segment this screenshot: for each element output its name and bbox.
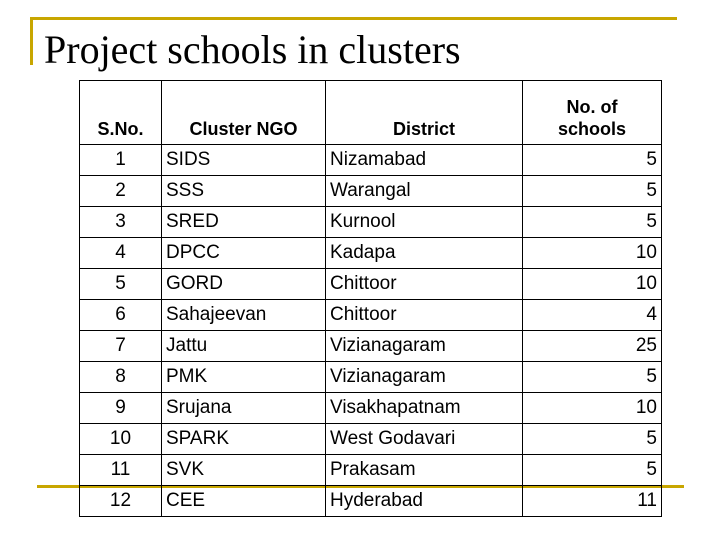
cell-district: Vizianagaram [325,361,523,393]
cell-ngo: SVK [161,454,326,486]
cell-schools: 5 [522,144,662,176]
table-header-row: S.No. Cluster NGO District No. of schools [79,80,662,145]
cell-schools: 5 [522,454,662,486]
cell-ngo: Srujana [161,392,326,424]
cell-district: Chittoor [325,299,523,331]
cell-sno: 11 [79,454,162,486]
cell-schools: 5 [522,206,662,238]
table-row: 12 CEE Hyderabad 11 [79,485,662,517]
cell-schools: 10 [522,237,662,269]
table-row: 2 SSS Warangal 5 [79,175,662,207]
cell-district: Prakasam [325,454,523,486]
cell-schools: 4 [522,299,662,331]
cell-ngo: SIDS [161,144,326,176]
header-cluster-ngo: Cluster NGO [161,80,326,145]
cell-ngo: CEE [161,485,326,517]
table-row: 4 DPCC Kadapa 10 [79,237,662,269]
cell-schools: 5 [522,175,662,207]
cell-ngo: SRED [161,206,326,238]
cell-sno: 3 [79,206,162,238]
frame-top-line [30,17,677,20]
cell-ngo: Sahajeevan [161,299,326,331]
cell-ngo: Jattu [161,330,326,362]
cell-ngo: GORD [161,268,326,300]
cell-sno: 12 [79,485,162,517]
cell-schools: 5 [522,361,662,393]
cell-ngo: PMK [161,361,326,393]
cell-sno: 2 [79,175,162,207]
cell-sno: 5 [79,268,162,300]
cell-sno: 4 [79,237,162,269]
header-no-of-schools: No. of schools [522,80,662,145]
cell-schools: 11 [522,485,662,517]
table-row: 1 SIDS Nizamabad 5 [79,144,662,176]
cell-district: Warangal [325,175,523,207]
cell-schools: 25 [522,330,662,362]
cell-sno: 9 [79,392,162,424]
cell-ngo: SPARK [161,423,326,455]
cell-district: Vizianagaram [325,330,523,362]
cell-district: Hyderabad [325,485,523,517]
frame-left-line [30,17,33,65]
cell-district: Kadapa [325,237,523,269]
cell-district: Kurnool [325,206,523,238]
cell-ngo: DPCC [161,237,326,269]
table-row: 9 Srujana Visakhapatnam 10 [79,392,662,424]
cell-sno: 6 [79,299,162,331]
cell-district: West Godavari [325,423,523,455]
cell-sno: 10 [79,423,162,455]
cell-sno: 8 [79,361,162,393]
table-row: 6 Sahajeevan Chittoor 4 [79,299,662,331]
cell-district: Visakhapatnam [325,392,523,424]
slide-title: Project schools in clusters [44,27,461,72]
header-no-of-schools-line1: No. of [566,97,618,117]
project-schools-table: S.No. Cluster NGO District No. of schools… [79,80,662,517]
cell-district: Nizamabad [325,144,523,176]
table-row: 8 PMK Vizianagaram 5 [79,361,662,393]
header-no-of-schools-line2: schools [557,119,627,139]
table-row: 5 GORD Chittoor 10 [79,268,662,300]
header-sno: S.No. [79,80,162,145]
cell-schools: 5 [522,423,662,455]
cell-sno: 7 [79,330,162,362]
table-row: 7 Jattu Vizianagaram 25 [79,330,662,362]
cell-schools: 10 [522,268,662,300]
cell-district: Chittoor [325,268,523,300]
table-row: 3 SRED Kurnool 5 [79,206,662,238]
cell-ngo: SSS [161,175,326,207]
header-district: District [325,80,523,145]
cell-schools: 10 [522,392,662,424]
table-row: 10 SPARK West Godavari 5 [79,423,662,455]
table-row: 11 SVK Prakasam 5 [79,454,662,486]
cell-sno: 1 [79,144,162,176]
